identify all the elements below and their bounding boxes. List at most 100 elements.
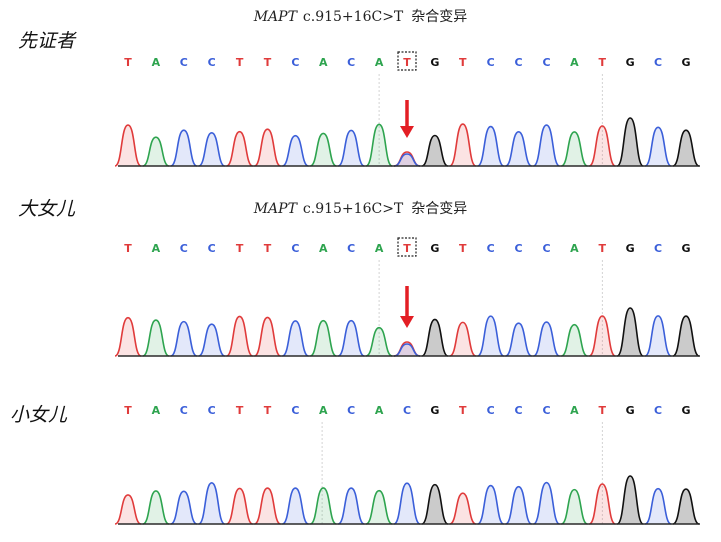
trace-peak-5 — [254, 316, 281, 357]
trace-peak-6 — [281, 320, 309, 357]
variant-arrow-icon — [400, 126, 414, 138]
base-call-8: C — [347, 404, 355, 417]
base-call-12: T — [459, 404, 467, 417]
base-call-5: T — [264, 404, 272, 417]
trace-peak-15 — [533, 321, 560, 357]
trace-peak-5 — [254, 487, 281, 525]
base-call-20: G — [681, 56, 690, 69]
trace-peak-13 — [477, 315, 505, 357]
base-call-7: A — [319, 242, 328, 255]
sample-label: 小女儿 — [10, 404, 68, 426]
base-call-16: A — [570, 56, 579, 69]
trace-peak-11 — [421, 318, 449, 357]
trace-peak-18 — [616, 117, 644, 167]
trace-peak-1 — [142, 490, 170, 525]
trace-peak-17 — [588, 483, 616, 525]
base-call-9: A — [375, 242, 384, 255]
base-call-15: C — [542, 242, 550, 255]
base-call-14: C — [515, 242, 523, 255]
trace-peak-6 — [282, 134, 309, 167]
base-call-13: C — [487, 56, 495, 69]
base-call-13: C — [487, 242, 495, 255]
trace-peak-6 — [281, 487, 309, 525]
trace-peak-21 — [393, 343, 421, 357]
base-call-16: A — [570, 404, 579, 417]
base-call-5: T — [264, 242, 272, 255]
trace-peak-11 — [421, 483, 449, 525]
base-call-18: G — [626, 56, 635, 69]
base-call-20: G — [681, 242, 690, 255]
trace-peak-0 — [114, 316, 142, 357]
base-call-15: C — [542, 56, 550, 69]
base-call-4: T — [236, 242, 244, 255]
trace-peak-16 — [560, 488, 588, 525]
trace-peak-9 — [365, 123, 393, 167]
base-call-2: C — [180, 56, 188, 69]
gene-name: MAPT — [253, 201, 297, 217]
trace-peak-2 — [170, 490, 198, 525]
base-call-1: A — [152, 404, 161, 417]
base-call-15: C — [542, 404, 550, 417]
trace-peak-11 — [421, 134, 449, 167]
base-call-14: C — [515, 56, 523, 69]
variant-type: 杂合变异 — [411, 9, 468, 25]
trace-peak-20 — [672, 488, 700, 525]
trace-peak-3 — [198, 131, 226, 167]
trace-peak-0 — [114, 124, 142, 167]
base-call-12: T — [459, 56, 467, 69]
variant-box — [397, 237, 417, 257]
trace-peak-4 — [226, 315, 254, 357]
trace-peak-5 — [254, 128, 281, 167]
sample-label: 大女儿 — [18, 198, 76, 220]
trace-peak-17 — [588, 315, 616, 357]
base-call-6: C — [291, 56, 299, 69]
variant-type: 杂合变异 — [411, 201, 468, 217]
base-call-6: C — [291, 242, 299, 255]
base-call-3: C — [208, 404, 216, 417]
base-call-3: C — [208, 56, 216, 69]
base-call-14: C — [515, 404, 523, 417]
variant-notation: c.915+16C>T — [302, 9, 404, 25]
trace-peak-20 — [672, 129, 700, 167]
trace-peak-13 — [477, 125, 505, 167]
base-call-9: A — [375, 56, 384, 69]
trace-peak-18 — [616, 307, 644, 357]
variant-notation: c.915+16C>T — [302, 201, 404, 217]
trace-peak-16 — [561, 323, 588, 357]
base-call-5: T — [264, 56, 272, 69]
trace-peak-7 — [309, 487, 337, 525]
base-call-4: T — [236, 404, 244, 417]
base-call-10: T — [403, 56, 411, 69]
base-call-10: T — [403, 242, 411, 255]
trace-peak-15 — [532, 481, 561, 525]
panel-proband: 先证者 MAPT c.915+16C>T 杂合变异 T A C C T T C A C A T G T C C C… — [0, 0, 721, 180]
variant-title: MAPT c.915+16C>T 杂合变异 — [0, 198, 721, 218]
trace-peak-15 — [532, 124, 561, 167]
trace-peak-19 — [644, 315, 672, 357]
trace-peak-8 — [337, 487, 365, 525]
base-call-8: C — [347, 56, 355, 69]
base-call-19: C — [654, 242, 662, 255]
base-call-17: T — [599, 242, 607, 255]
trace-peak-3 — [198, 323, 226, 357]
base-call-18: G — [626, 242, 635, 255]
trace-peak-19 — [644, 126, 672, 167]
base-call-1: A — [152, 56, 161, 69]
sample-label: 先证者 — [18, 30, 76, 52]
trace-peak-7 — [309, 319, 337, 357]
base-call-8: C — [347, 242, 355, 255]
variant-arrow-icon — [400, 316, 414, 328]
base-call-13: C — [487, 404, 495, 417]
trace-peak-13 — [477, 484, 505, 525]
base-call-18: G — [626, 404, 635, 417]
base-call-0: T — [124, 56, 132, 69]
trace-peak-3 — [197, 482, 226, 525]
trace-peak-2 — [170, 320, 198, 357]
trace-peak-1 — [142, 136, 170, 167]
base-call-17: T — [599, 56, 607, 69]
panel-elder-daughter: 大女儿 MAPT c.915+16C>T 杂合变异 T A C C T T C A C A T G T C C C… — [0, 180, 721, 360]
base-call-11: G — [430, 242, 439, 255]
base-call-0: T — [124, 404, 132, 417]
